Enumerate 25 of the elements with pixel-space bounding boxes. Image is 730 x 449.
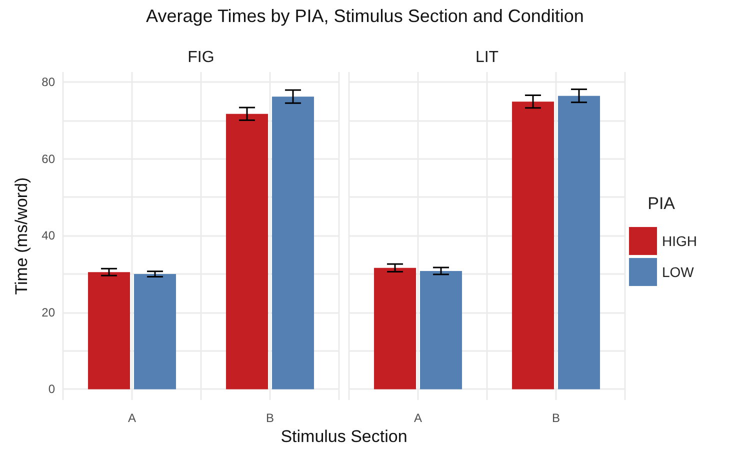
legend-label: HIGH — [662, 233, 697, 249]
y-tick-label: 60 — [42, 152, 56, 166]
x-tick-label: B — [552, 411, 560, 425]
bar — [88, 272, 130, 390]
chart-subtitle: LIT — [474, 49, 500, 67]
legend-title: PIA — [648, 194, 676, 213]
chart-title: Average Times by PIA, Stimulus Section and Condition — [145, 6, 585, 27]
legend-label: LOW — [662, 264, 695, 280]
bar — [226, 114, 268, 390]
y-tick-label: 0 — [48, 382, 56, 396]
bar — [134, 274, 176, 390]
x-tick-label: A — [128, 411, 136, 425]
y-tick-label: 80 — [42, 74, 56, 89]
chart-subtitle: FIG — [186, 49, 216, 67]
bar — [272, 96, 314, 390]
x-tick-label: B — [266, 411, 274, 425]
x-tick-label: A — [414, 411, 422, 425]
bar — [558, 96, 600, 390]
x-axis-title: Stimulus Section — [280, 427, 408, 447]
bar — [374, 268, 416, 390]
bar — [420, 270, 462, 390]
y-tick-label: 40 — [42, 228, 56, 243]
bar — [512, 102, 554, 390]
y-axis-title: Time (ms/word) — [12, 177, 32, 295]
y-tick-label: 20 — [42, 305, 56, 320]
